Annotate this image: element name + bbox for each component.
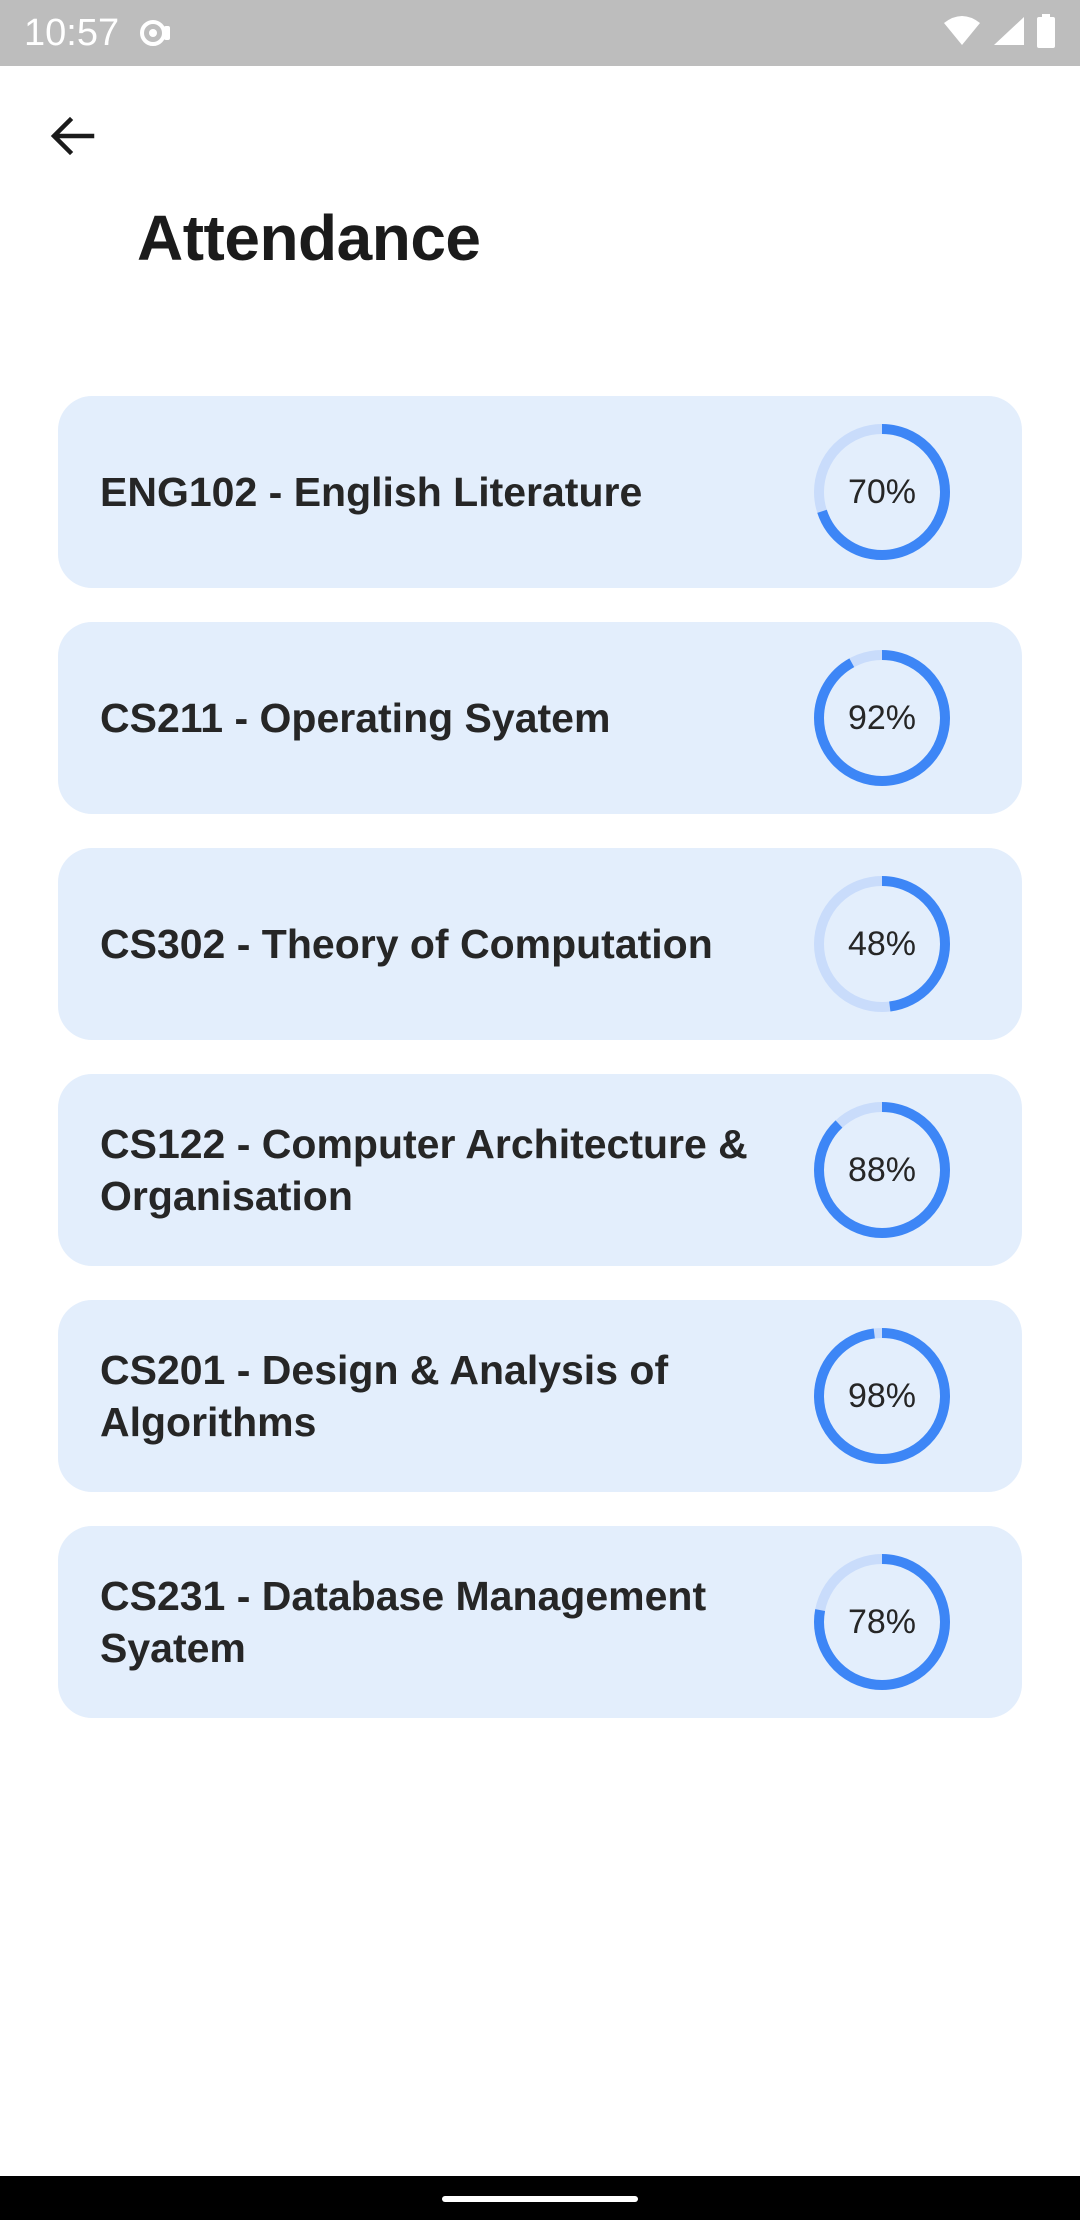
attendance-percent: 70%	[847, 472, 917, 511]
status-time: 10:57	[24, 12, 120, 54]
arrow-left-icon	[48, 112, 96, 165]
page-title: Attendance	[137, 202, 481, 274]
attendance-progress-ring: 78%	[812, 1552, 952, 1692]
course-name: CS122 - Computer Architecture & Organisa…	[100, 1121, 748, 1219]
signal-icon	[992, 15, 1026, 52]
attendance-percent: 78%	[847, 1602, 917, 1641]
course-card[interactable]: CS211 - Operating Syatem 92%	[58, 622, 1022, 814]
attendance-progress-ring: 48%	[812, 874, 952, 1014]
attendance-progress-ring: 92%	[812, 648, 952, 788]
course-card[interactable]: CS122 - Computer Architecture & Organisa…	[58, 1074, 1022, 1266]
course-card[interactable]: ENG102 - English Literature 70%	[58, 396, 1022, 588]
course-list: ENG102 - English Literature 70% CS211 - …	[58, 396, 1022, 1752]
attendance-percent: 92%	[847, 698, 917, 737]
course-name: CS211 - Operating Syatem	[100, 695, 611, 741]
status-bar: 10:57	[0, 0, 1080, 66]
course-card[interactable]: CS201 - Design & Analysis of Algorithms …	[58, 1300, 1022, 1492]
course-card[interactable]: CS302 - Theory of Computation 48%	[58, 848, 1022, 1040]
attendance-progress-ring: 98%	[812, 1326, 952, 1466]
attendance-progress-ring: 88%	[812, 1100, 952, 1240]
status-icons	[942, 13, 1056, 53]
attendance-percent: 88%	[847, 1150, 917, 1189]
notification-icon	[136, 18, 174, 48]
battery-icon	[1036, 13, 1056, 53]
course-name: CS231 - Database Management Syatem	[100, 1573, 707, 1671]
course-name: ENG102 - English Literature	[100, 469, 643, 515]
attendance-percent: 48%	[847, 924, 917, 963]
home-indicator[interactable]	[442, 2196, 638, 2202]
attendance-progress-ring: 70%	[812, 422, 952, 562]
wifi-icon	[942, 15, 982, 52]
course-card[interactable]: CS231 - Database Management Syatem 78%	[58, 1526, 1022, 1718]
attendance-percent: 98%	[847, 1376, 917, 1415]
back-button[interactable]	[30, 102, 114, 174]
course-name: CS201 - Design & Analysis of Algorithms	[100, 1347, 669, 1445]
course-name: CS302 - Theory of Computation	[100, 921, 713, 967]
